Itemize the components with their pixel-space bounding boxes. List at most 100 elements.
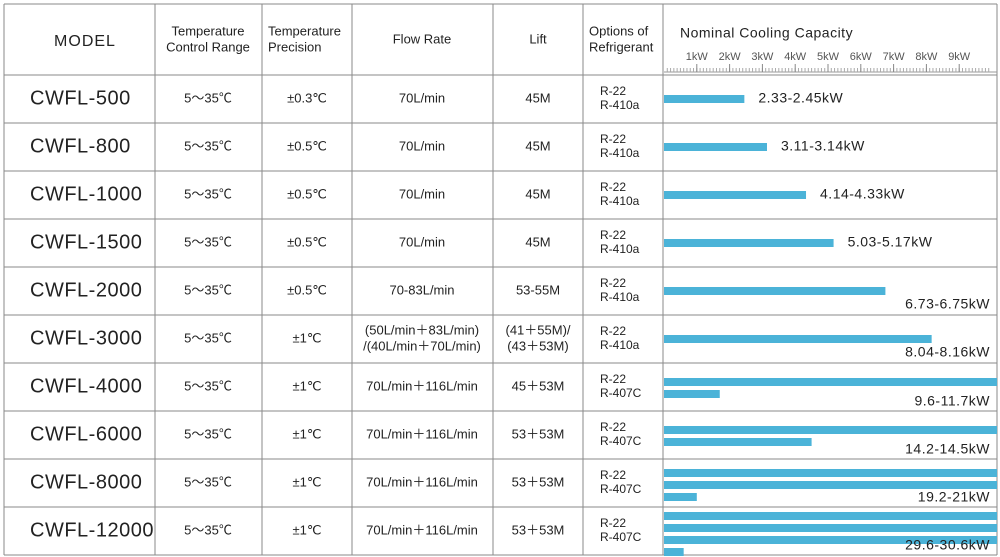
refrigerant: R-407C (600, 482, 642, 496)
precision: ±0.5℃ (287, 234, 327, 249)
lift: 45M (525, 186, 550, 201)
ruler-tick-label: 8kW (915, 51, 938, 63)
model-name: CWFL-2000 (30, 279, 142, 301)
temp-range: 5～35℃ (184, 378, 232, 393)
ruler-tick-label: 3kW (751, 51, 774, 63)
header-lift: Lift (529, 31, 547, 46)
capacity-label: 29.6-30.6kW (905, 537, 990, 553)
temp-range: 5～35℃ (184, 234, 232, 249)
lift: 53＋53M (512, 426, 565, 441)
model-name: CWFL-1000 (30, 183, 142, 205)
precision: ±1℃ (293, 426, 322, 441)
model-name: CWFL-3000 (30, 327, 142, 349)
header-precision: Precision (268, 39, 321, 54)
flow-rate: /(40L/min＋70L/min) (363, 338, 481, 353)
refrigerant: R-410a (600, 146, 640, 160)
capacity-bar (664, 548, 684, 556)
refrigerant: R-22 (600, 132, 626, 146)
capacity-bar (664, 378, 997, 386)
flow-rate: 70L/min (399, 186, 445, 201)
header-refrigerant: Options of (589, 23, 649, 38)
refrigerant: R-22 (600, 420, 626, 434)
capacity-bar (664, 95, 745, 103)
header-temp-range: Temperature (172, 23, 245, 38)
temp-range: 5～35℃ (184, 138, 232, 153)
ruler-tick-label: 2kW (719, 51, 742, 63)
refrigerant: R-22 (600, 228, 626, 242)
capacity-bar (664, 335, 932, 343)
capacity-bar (664, 512, 997, 520)
refrigerant: R-22 (600, 84, 626, 98)
flow-rate: 70L/min (399, 234, 445, 249)
precision: ±0.5℃ (287, 282, 327, 297)
lift: (43＋53M) (507, 338, 568, 353)
lift: (41＋55M)/ (505, 322, 570, 337)
model-name: CWFL-4000 (30, 375, 142, 397)
capacity-bar (664, 493, 697, 501)
model-name: CWFL-500 (30, 87, 131, 109)
capacity-label: 14.2-14.5kW (905, 441, 990, 457)
refrigerant: R-410a (600, 194, 640, 208)
temp-range: 5～35℃ (184, 282, 232, 297)
ruler-tick-label: 6kW (850, 51, 873, 63)
capacity-bar (664, 481, 997, 489)
refrigerant: R-22 (600, 372, 626, 386)
lift: 53＋53M (512, 474, 565, 489)
capacity-label: 3.11-3.14kW (781, 138, 865, 154)
capacity-title: Nominal Cooling Capacity (680, 25, 853, 41)
capacity-label: 9.6-11.7kW (914, 393, 990, 409)
temp-range: 5～35℃ (184, 426, 232, 441)
precision: ±1℃ (293, 378, 322, 393)
refrigerant: R-407C (600, 434, 642, 448)
capacity-bar (664, 469, 997, 477)
lift: 45M (525, 138, 550, 153)
model-name: CWFL-800 (30, 135, 131, 157)
flow-rate: 70L/min＋116L/min (366, 426, 478, 441)
flow-rate: 70L/min＋116L/min (366, 378, 478, 393)
capacity-bar (664, 191, 807, 199)
flow-rate: 70L/min (399, 90, 445, 105)
lift: 45M (525, 90, 550, 105)
refrigerant: R-22 (600, 276, 626, 290)
lift: 45M (525, 234, 550, 249)
header-model: MODEL (54, 33, 116, 50)
header-temp-range: Control Range (166, 39, 250, 54)
refrigerant: R-407C (600, 530, 642, 544)
temp-range: 5～35℃ (184, 522, 232, 537)
lift: 53-55M (516, 282, 560, 297)
refrigerant: R-22 (600, 468, 626, 482)
capacity-label: 6.73-6.75kW (905, 296, 990, 312)
refrigerant: R-22 (600, 180, 626, 194)
capacity-label: 4.14-4.33kW (820, 186, 905, 202)
model-name: CWFL-6000 (30, 423, 142, 445)
capacity-bar (664, 536, 997, 544)
precision: ±1℃ (293, 330, 322, 345)
refrigerant: R-410a (600, 242, 640, 256)
flow-rate: (50L/min＋83L/min) (365, 322, 479, 337)
ruler-tick-label: 4kW (784, 51, 807, 63)
capacity-label: 19.2-21kW (918, 489, 990, 505)
capacity-bar (664, 438, 812, 446)
capacity-label: 5.03-5.17kW (848, 234, 933, 250)
precision: ±0.5℃ (287, 138, 327, 153)
ruler-tick-label: 1kW (686, 51, 709, 63)
temp-range: 5～35℃ (184, 474, 232, 489)
lift: 53＋53M (512, 522, 565, 537)
ruler-tick-label: 9kW (948, 51, 971, 63)
capacity-bar (664, 426, 997, 434)
refrigerant: R-410a (600, 98, 640, 112)
refrigerant: R-410a (600, 290, 640, 304)
capacity-label: 8.04-8.16kW (905, 344, 990, 360)
flow-rate: 70L/min＋116L/min (366, 474, 478, 489)
flow-rate: 70L/min (399, 138, 445, 153)
precision: ±0.5℃ (287, 186, 327, 201)
flow-rate: 70-83L/min (389, 282, 454, 297)
capacity-bar (664, 239, 834, 247)
precision: ±1℃ (293, 474, 322, 489)
refrigerant: R-22 (600, 516, 626, 530)
refrigerant: R-410a (600, 338, 640, 352)
temp-range: 5～35℃ (184, 90, 232, 105)
temp-range: 5～35℃ (184, 330, 232, 345)
header-precision: Temperature (268, 23, 341, 38)
